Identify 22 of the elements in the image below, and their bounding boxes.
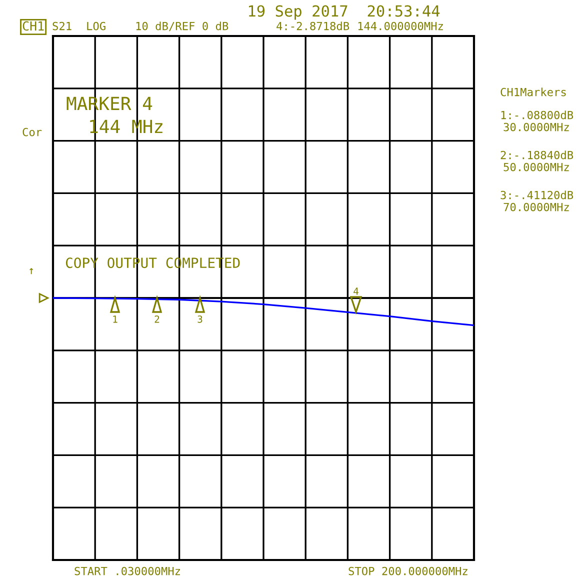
text: Cor [22, 128, 42, 136]
text: START .030000MHz [74, 566, 180, 576]
text: 4 [354, 288, 358, 295]
annotation: 1 [113, 316, 118, 323]
text: 1:-.08800dB [501, 110, 574, 120]
text: S21 [52, 22, 72, 30]
annotation: 2 [154, 315, 160, 323]
text: 10 dB/REF 0 dB [136, 22, 228, 32]
text: 50.0000MHz [504, 162, 569, 172]
text: CH1Markers [500, 88, 566, 96]
text: ↑ [30, 268, 34, 274]
text: 144.000000MHz [358, 22, 443, 30]
text: 30.0000MHz [504, 122, 569, 132]
annotation: 3 [198, 315, 202, 323]
text: 2:-.18840dB [500, 150, 574, 160]
chart-title: 19 Sep 2017 20:53:44 [249, 5, 440, 20]
text: CH1 [22, 21, 44, 31]
text: 3:-.41120dB [500, 190, 574, 200]
text: 4:-2.8718dB [276, 22, 350, 30]
text: LOG [87, 22, 106, 30]
text: 70.0000MHz [504, 202, 569, 212]
text: STOP 200.000000MHz [348, 566, 468, 576]
